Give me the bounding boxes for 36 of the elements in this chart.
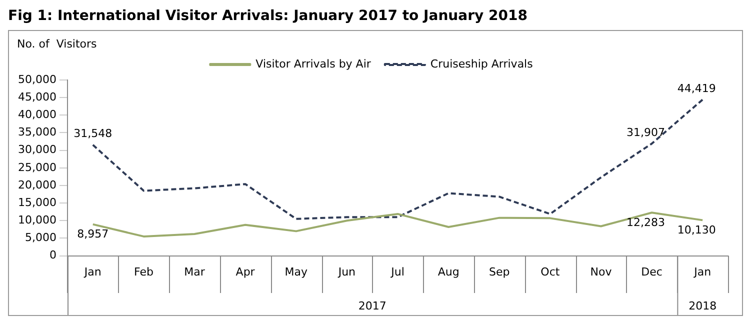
y-tick-label: 20,000: [18, 178, 56, 192]
text: 2017: [358, 299, 386, 312]
legend-label: Cruiseship Arrivals: [430, 57, 534, 70]
x-tick-label: Dec: [641, 265, 662, 278]
x-tick-label: Aug: [438, 265, 460, 278]
x-tick-label: Oct: [540, 265, 560, 278]
data-label: 31,548: [74, 127, 112, 140]
x-tick-label: Mar: [184, 265, 206, 278]
x-tick-label: Jan: [693, 265, 712, 278]
x-tick-label: Sep: [488, 265, 510, 278]
data-label: 10,130: [677, 224, 716, 237]
y-tick-label: 10,000: [18, 214, 56, 226]
data-label: 8,957: [77, 228, 109, 241]
legend-label: Visitor Arrivals by Air: [256, 57, 372, 70]
data-label: 31,907: [626, 126, 666, 139]
x-tick-label: May: [284, 265, 308, 278]
text: 2018: [688, 299, 717, 312]
y-tick-label: 50,000: [18, 72, 56, 86]
y-tick-label: 15,000: [18, 196, 56, 209]
y-tick-label: 40,000: [18, 108, 56, 122]
y-tick-label: 30,000: [18, 143, 56, 156]
y-tick-label: 5,000: [24, 231, 56, 244]
x-tick-label: Feb: [134, 265, 154, 278]
x-tick-label: Apr: [236, 265, 256, 278]
y-tick-label: 0: [49, 248, 56, 262]
data-label: 44,419: [677, 82, 716, 95]
x-tick-label: Nov: [590, 265, 612, 278]
y-tick-label: 35,000: [18, 126, 56, 139]
data-label: 12,283: [626, 216, 666, 229]
chart-title: Fig 1: International Visitor Arrivals: January 2017 to January 2018: [8, 8, 528, 24]
x-tick-label: Jun: [337, 265, 356, 278]
y-axis-title: No. of Visitors: [17, 37, 98, 50]
x-tick-label: Jan: [83, 265, 102, 278]
x-tick-label: Jul: [390, 265, 404, 278]
y-tick-label: 25,000: [18, 160, 56, 174]
y-tick-label: 45,000: [18, 90, 56, 104]
